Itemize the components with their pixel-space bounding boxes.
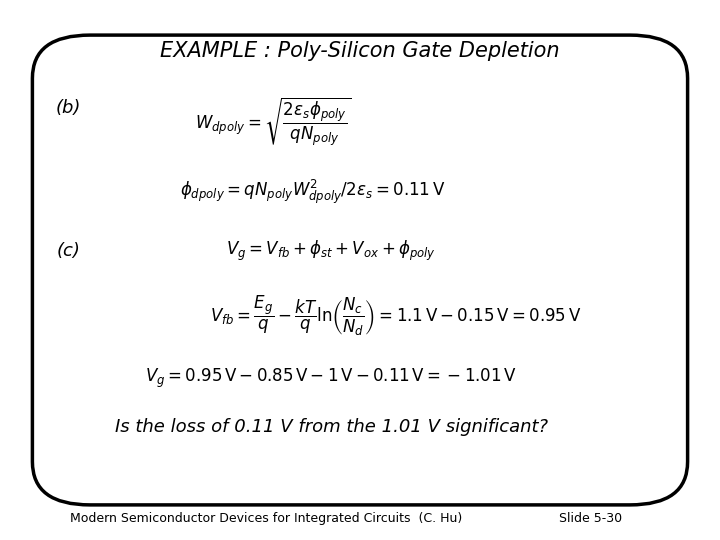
Text: (b): (b): [55, 99, 81, 117]
Text: $V_g = V_{fb} + \phi_{st} + V_{ox} + \phi_{poly}$: $V_g = V_{fb} + \phi_{st} + V_{ox} + \ph…: [226, 239, 436, 263]
Text: Modern Semiconductor Devices for Integrated Circuits  (C. Hu): Modern Semiconductor Devices for Integra…: [71, 512, 462, 525]
Text: $\phi_{dpoly} = qN_{poly}W^2_{dpoly} / 2\varepsilon_s = 0.11\,\mathrm{V}$: $\phi_{dpoly} = qN_{poly}W^2_{dpoly} / 2…: [181, 178, 446, 206]
Text: $V_g = 0.95\,\mathrm{V} - 0.85\,\mathrm{V} - 1\,\mathrm{V} - 0.11\,\mathrm{V} = : $V_g = 0.95\,\mathrm{V} - 0.85\,\mathrm{…: [145, 367, 517, 389]
Text: $W_{dpoly} = \sqrt{\dfrac{2\varepsilon_s\phi_{poly}}{qN_{poly}}}$: $W_{dpoly} = \sqrt{\dfrac{2\varepsilon_s…: [195, 96, 352, 147]
Text: EXAMPLE : Poly-Silicon Gate Depletion: EXAMPLE : Poly-Silicon Gate Depletion: [160, 41, 560, 62]
Text: $V_{fb} = \dfrac{E_g}{q} - \dfrac{kT}{q}\ln\!\left(\dfrac{N_c}{N_d}\right) = 1.1: $V_{fb} = \dfrac{E_g}{q} - \dfrac{kT}{q}…: [210, 294, 582, 338]
Text: (c): (c): [56, 242, 81, 260]
Text: Slide 5-30: Slide 5-30: [559, 512, 622, 525]
FancyBboxPatch shape: [32, 35, 688, 505]
Text: Is the loss of 0.11 V from the 1.01 V significant?: Is the loss of 0.11 V from the 1.01 V si…: [114, 417, 548, 436]
